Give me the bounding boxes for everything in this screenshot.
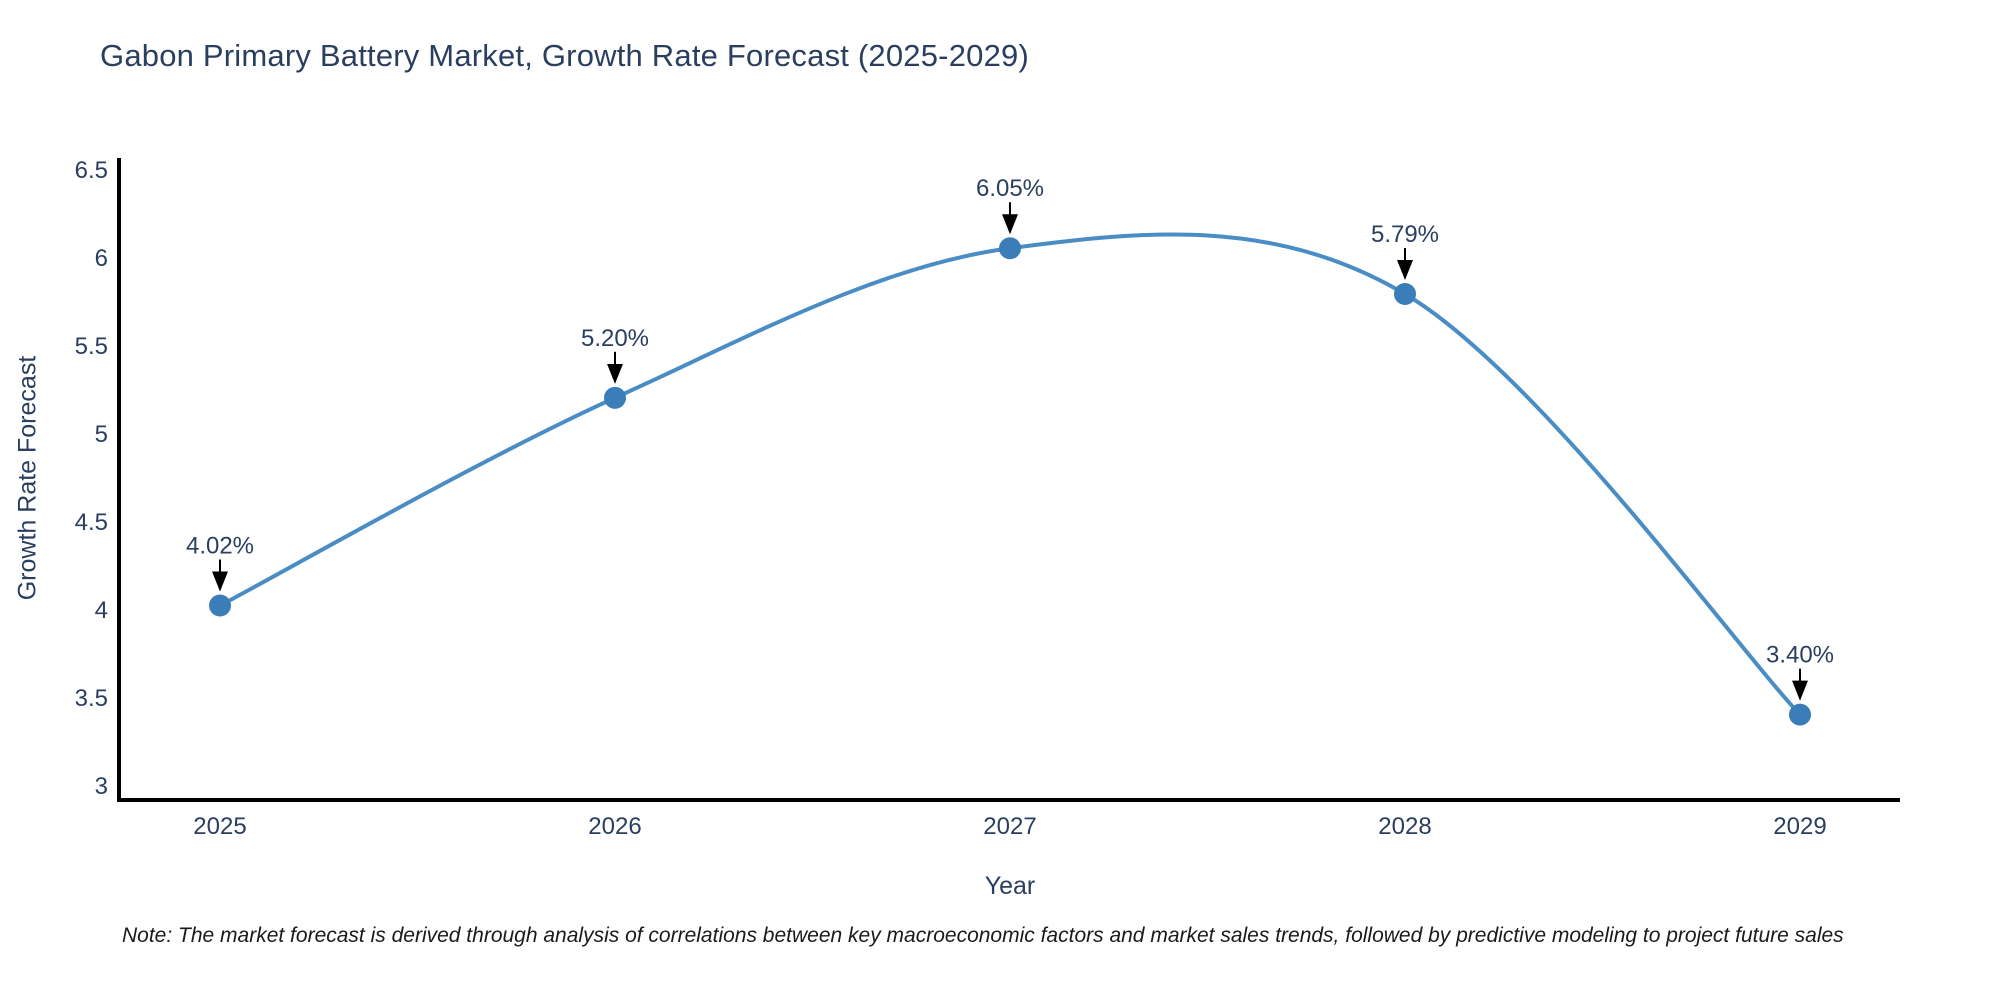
chart-title: Gabon Primary Battery Market, Growth Rat…: [100, 38, 1029, 73]
forecast-line: [218, 232, 1802, 717]
point-value-label: 6.05%: [976, 175, 1044, 202]
x-tick-label: 2028: [1378, 813, 1431, 840]
y-tick-label: 6: [95, 245, 108, 272]
point-value-label: 4.02%: [186, 533, 254, 560]
y-tick-label: 4.5: [75, 509, 108, 536]
y-tick-label: 3.5: [75, 685, 108, 712]
y-tick-label: 5.5: [75, 333, 108, 360]
x-tick-label: 2025: [193, 813, 246, 840]
x-axis-title: Year: [984, 872, 1036, 900]
point-value-label: 5.79%: [1371, 221, 1439, 248]
y-tick-label: 6.5: [75, 157, 108, 184]
data-point: [1394, 283, 1416, 305]
point-value-label: 3.40%: [1766, 642, 1834, 669]
y-tick-label: 3: [95, 773, 108, 800]
x-tick-label: 2026: [588, 813, 641, 840]
x-tick-label: 2027: [983, 813, 1036, 840]
point-value-label: 5.20%: [581, 325, 649, 352]
data-point: [1789, 703, 1811, 726]
y-tick-label: 5: [95, 421, 108, 448]
x-tick-label: 2029: [1773, 813, 1826, 840]
data-point: [209, 594, 231, 617]
data-point: [999, 237, 1021, 260]
y-tick-label: 4: [95, 597, 108, 624]
data-point: [604, 386, 626, 409]
footnote: Note: The market forecast is derived thr…: [122, 924, 1844, 947]
